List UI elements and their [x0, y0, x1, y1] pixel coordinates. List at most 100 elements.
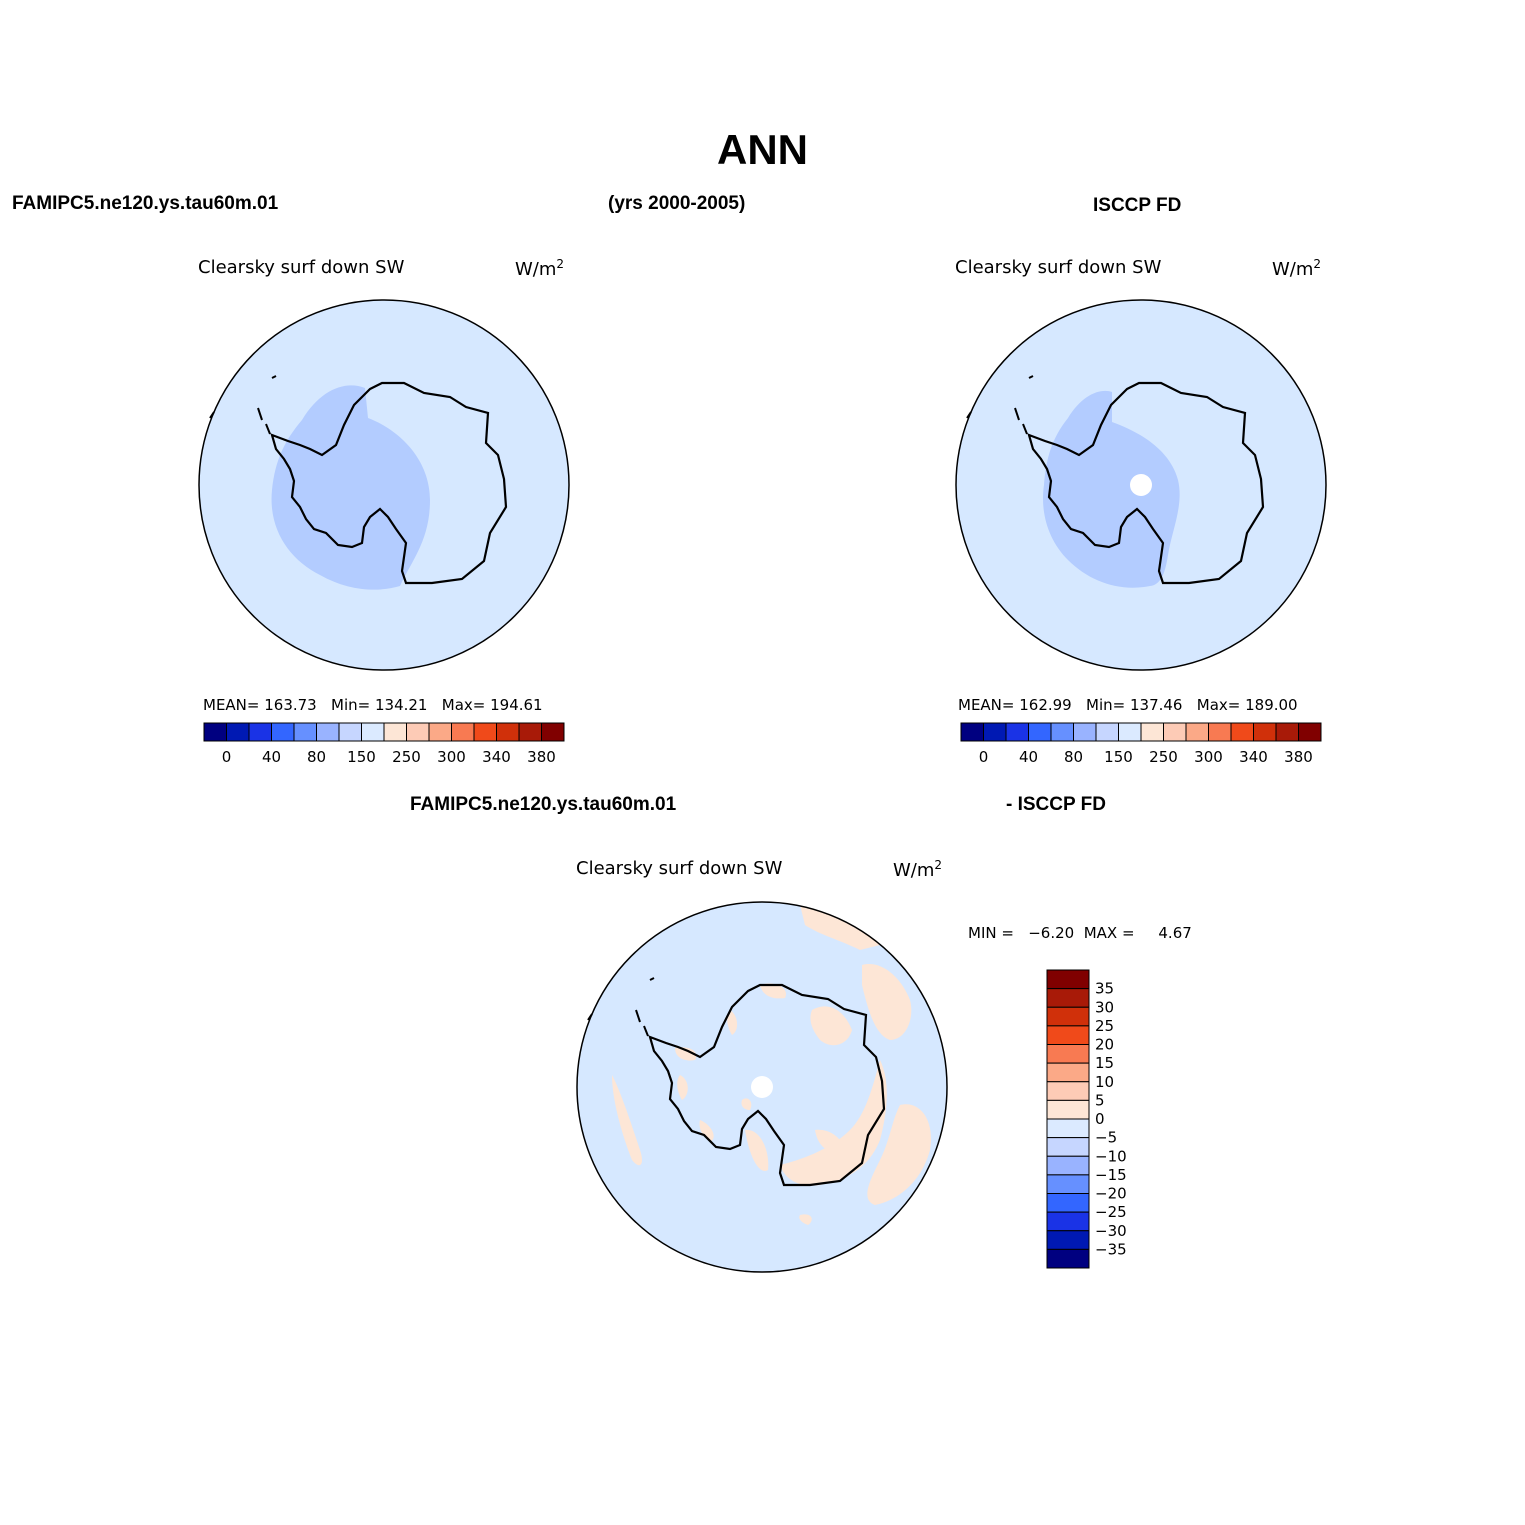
- panel1-colorbar-swatch: [496, 722, 520, 742]
- diff-colorbar-tick-label: 20: [1095, 1036, 1114, 1054]
- panel2-map-border: [955, 299, 1327, 671]
- panel2-colorbar-tick-label: 80: [1064, 748, 1083, 766]
- panel1-map: [198, 299, 570, 671]
- panel2-colorbar-tick-label: 380: [1284, 748, 1313, 766]
- diff-colorbar-swatch: [1046, 988, 1090, 1008]
- panel2-colorbar-swatch: [1253, 722, 1277, 742]
- panel1-colorbar-swatch: [293, 722, 317, 742]
- diff-colorbar-swatch: [1046, 1081, 1090, 1101]
- diff-colorbar-swatch: [1046, 1155, 1090, 1176]
- panel1-colorbar-swatch: [406, 722, 430, 742]
- panel2-colorbar-swatch: [1140, 722, 1164, 742]
- panel2-colorbar-swatch: [1005, 722, 1029, 742]
- panel1-colorbar-swatch: [428, 722, 452, 742]
- panel2-colorbar-swatch: [1118, 722, 1142, 742]
- diff-colorbar-swatch: [1046, 1193, 1090, 1213]
- diff-header-left: FAMIPC5.ne120.ys.tau60m.01: [410, 794, 677, 815]
- panel1-colorbar-swatch: [271, 722, 295, 742]
- panel3-missing-pole: [751, 1076, 773, 1098]
- panel2-colorbar-tick-label: 0: [979, 748, 989, 766]
- panel1-colorbar-swatch: [383, 722, 407, 742]
- diff-colorbar-swatch: [1046, 1211, 1090, 1232]
- panel2-colorbar-swatch: [1185, 722, 1209, 742]
- panel1-colorbar-swatch: [361, 722, 385, 742]
- panel3-stats: MIN = −6.20 MAX = 4.67: [968, 924, 1192, 942]
- diff-colorbar-tick-label: 10: [1095, 1073, 1114, 1091]
- panel1-colorbar-swatch: [226, 722, 250, 742]
- panel3-units-base: W/m: [893, 860, 935, 881]
- panel1-colorbar-tick-label: 250: [392, 748, 421, 766]
- header-center: (yrs 2000-2005): [608, 193, 746, 214]
- panel2-variable: Clearsky surf down SW: [955, 257, 1162, 278]
- panel3-units-exp: 2: [934, 858, 943, 872]
- diff-colorbar-tick-label: −20: [1095, 1185, 1127, 1203]
- diff-colorbar-swatch: [1046, 1044, 1090, 1064]
- panel2-colorbar-swatch: [1095, 722, 1119, 742]
- panel2-units-exp: 2: [1313, 257, 1322, 271]
- diff-colorbar-tick-label: −25: [1095, 1203, 1127, 1221]
- panel3-variable: Clearsky surf down SW: [576, 858, 783, 879]
- panel1-islands: [209, 375, 277, 435]
- panel2-colorbar-tick-label: 40: [1019, 748, 1038, 766]
- panel1-colorbar-tick-label: 40: [262, 748, 281, 766]
- panel1-colorbar: 0 40 80 150 250 300 340 380: [203, 722, 565, 766]
- panel3-positive-regions: [612, 905, 931, 1225]
- panel2-islands: [966, 375, 1034, 435]
- diff-colorbar-tick-label: 15: [1095, 1054, 1114, 1072]
- panel1-units: W/m2: [515, 257, 564, 280]
- panel2-colorbar-swatch: [1028, 722, 1052, 742]
- panel2-colorbar-swatch: [1073, 722, 1097, 742]
- panel1-units-base: W/m: [515, 259, 557, 280]
- panel1-colorbar-tick-label: 380: [527, 748, 556, 766]
- diff-colorbar-swatch: [1046, 1118, 1090, 1139]
- diff-colorbar-swatch: [1046, 1099, 1090, 1120]
- panel2-low-region: [1043, 390, 1180, 588]
- panel2-colorbar-swatch: [960, 722, 984, 742]
- panel2-colorbar-swatch: [1208, 722, 1232, 742]
- panel1-colorbar-swatch: [451, 722, 475, 742]
- header-left: FAMIPC5.ne120.ys.tau60m.01: [12, 193, 279, 214]
- panel1-colorbar-tick-label: 300: [437, 748, 466, 766]
- diff-colorbar-tick-label: −10: [1095, 1147, 1127, 1165]
- diff-colorbar-tick-label: 30: [1095, 998, 1114, 1016]
- diff-colorbar-swatch: [1046, 1230, 1090, 1250]
- plot-title: ANN: [717, 126, 808, 173]
- panel2-colorbar-tick-label: 150: [1104, 748, 1133, 766]
- diff-header-right: - ISCCP FD: [1006, 794, 1106, 815]
- panel1-units-exp: 2: [556, 257, 565, 271]
- diff-colorbar-tick-label: 25: [1095, 1017, 1114, 1035]
- panel2-units-base: W/m: [1272, 259, 1314, 280]
- panel2-colorbar-swatch: [983, 722, 1007, 742]
- diff-colorbar-swatch: [1046, 969, 1090, 990]
- panel2-colorbar-swatch: [1230, 722, 1254, 742]
- panel1-map-border: [198, 299, 570, 671]
- diff-colorbar-tick-label: 35: [1095, 980, 1114, 998]
- panel2-colorbar-tick-label: 340: [1239, 748, 1268, 766]
- panel1-colorbar-swatch: [338, 722, 362, 742]
- panel1-colorbar-tick-label: 80: [307, 748, 326, 766]
- diff-colorbar-swatch: [1046, 1025, 1090, 1045]
- panel1-colorbar-tick-label: 0: [222, 748, 232, 766]
- panel2-colorbar-tick-label: 250: [1149, 748, 1178, 766]
- diff-colorbar-swatch: [1046, 1137, 1090, 1157]
- diff-colorbar-tick-label: 0: [1095, 1110, 1105, 1128]
- panel2-colorbar-tick-label: 300: [1194, 748, 1223, 766]
- diff-colorbar-tick-label: −5: [1095, 1129, 1117, 1147]
- panel2-colorbar-swatch: [1050, 722, 1074, 742]
- diff-colorbar-tick-label: −15: [1095, 1166, 1127, 1184]
- panel3-map-border: [576, 901, 948, 1273]
- panel2-colorbar-swatch: [1163, 722, 1187, 742]
- panel2-colorbar-swatch: [1275, 722, 1299, 742]
- diff-colorbar-swatch: [1046, 1006, 1090, 1027]
- panel1-colorbar-tick-label: 150: [347, 748, 376, 766]
- panel2-missing-pole: [1130, 474, 1152, 496]
- diff-colorbar-tick-label: 5: [1095, 1091, 1105, 1109]
- panel1-colorbar-swatch: [473, 722, 497, 742]
- diff-colorbar-tick-label: −35: [1095, 1240, 1127, 1258]
- diff-colorbar-swatch: [1046, 1062, 1090, 1083]
- panel3-units: W/m2: [893, 858, 942, 881]
- diff-colorbar-swatch: [1046, 1174, 1090, 1194]
- panel1-stats: MEAN= 163.73 Min= 134.21 Max= 194.61: [203, 696, 543, 714]
